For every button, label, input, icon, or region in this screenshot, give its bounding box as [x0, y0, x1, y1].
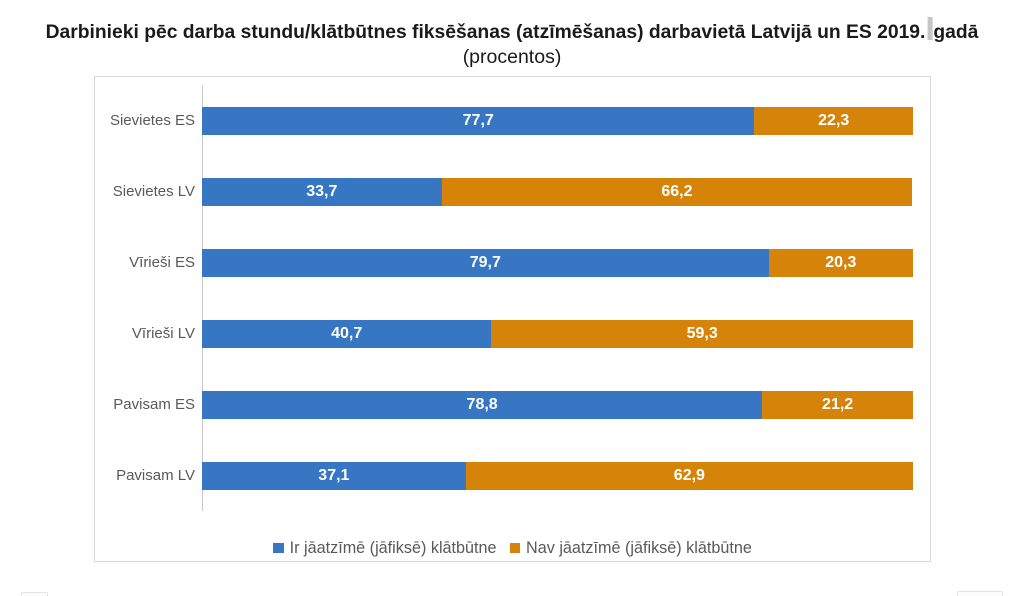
bar-segment-blue-1[interactable]: [202, 106, 755, 135]
category-label-4: Vīrieši LV: [131, 324, 195, 342]
category-axis-line: [202, 84, 203, 511]
value-label-orange-5: 21,2: [822, 395, 854, 413]
chart-title: Darbinieki pēc darba stundu/klātbūtnes f…: [45, 17, 979, 44]
category-label-5: Pavisam ES: [113, 395, 195, 413]
bottom-right-ui-fragment: [957, 591, 1003, 596]
legend-label: Nav jāatzīmē (jāfiksē) klātbūtne: [526, 538, 752, 557]
chart-subtitle: (procentos): [462, 46, 562, 68]
value-label-blue-5: 78,8: [466, 395, 498, 413]
bar-segment-blue-3[interactable]: [202, 248, 769, 277]
legend: Ir jāatzīmē (jāfiksē) klātbūtne Nav jāatz…: [95, 538, 930, 557]
value-label-orange-3: 20,3: [825, 253, 857, 271]
bar-segment-orange-3[interactable]: [768, 248, 913, 277]
bar-segment-orange-2[interactable]: [441, 177, 913, 206]
bar-segment-orange-6[interactable]: [465, 462, 913, 490]
bar-segment-blue-6[interactable]: [202, 462, 466, 490]
bar-segment-blue-4[interactable]: [202, 319, 492, 348]
category-label-1: Sievietes ES: [109, 111, 195, 129]
value-label-blue-6: 37,1: [318, 467, 350, 484]
legend-label: Ir jāatzīmē (jāfiksē) klātbūtne: [289, 538, 497, 557]
value-label-orange-1: 22,3: [818, 111, 850, 129]
bar-segment-orange-5[interactable]: [762, 390, 913, 419]
bar-segment-blue-5[interactable]: [202, 390, 763, 419]
bar-segment-blue-2[interactable]: [202, 177, 442, 206]
title-selected-space: [927, 17, 933, 40]
value-label-blue-4: 40,7: [331, 324, 363, 342]
value-label-blue-3: 79,7: [469, 253, 501, 271]
bar-segment-orange-1[interactable]: [754, 106, 913, 135]
legend-item-1[interactable]: Ir jāatzīmē (jāfiksē) klātbūtne: [273, 538, 497, 557]
value-label-orange-4: 59,3: [686, 324, 718, 342]
value-label-blue-1: 77,7: [462, 111, 494, 129]
category-label-2: Sievietes LV: [112, 182, 195, 200]
legend-item-2[interactable]: Nav jāatzīmē (jāfiksē) klātbūtne: [509, 538, 752, 557]
category-label-6: Pavisam LV: [116, 467, 195, 484]
chart-title-text-before-cursor: Darbinieki pēc darba stundu/klātbūtnes f…: [45, 22, 926, 43]
value-label-orange-6: 62,9: [673, 467, 705, 484]
legend-swatch-icon: [273, 542, 284, 554]
chart-title-text-after-cursor: gadā: [933, 22, 979, 43]
bottom-left-ui-fragment: [21, 592, 48, 596]
category-label-3: Vīrieši ES: [129, 253, 195, 271]
value-label-orange-2: 66,2: [661, 182, 693, 200]
chart-area[interactable]: Sievietes ES 77,7 22,3 Sievietes LV 33,7 66,2…: [94, 76, 931, 562]
bar-segment-orange-4[interactable]: [491, 319, 913, 348]
legend-swatch-icon: [509, 542, 521, 554]
value-label-blue-2: 33,7: [306, 182, 338, 200]
